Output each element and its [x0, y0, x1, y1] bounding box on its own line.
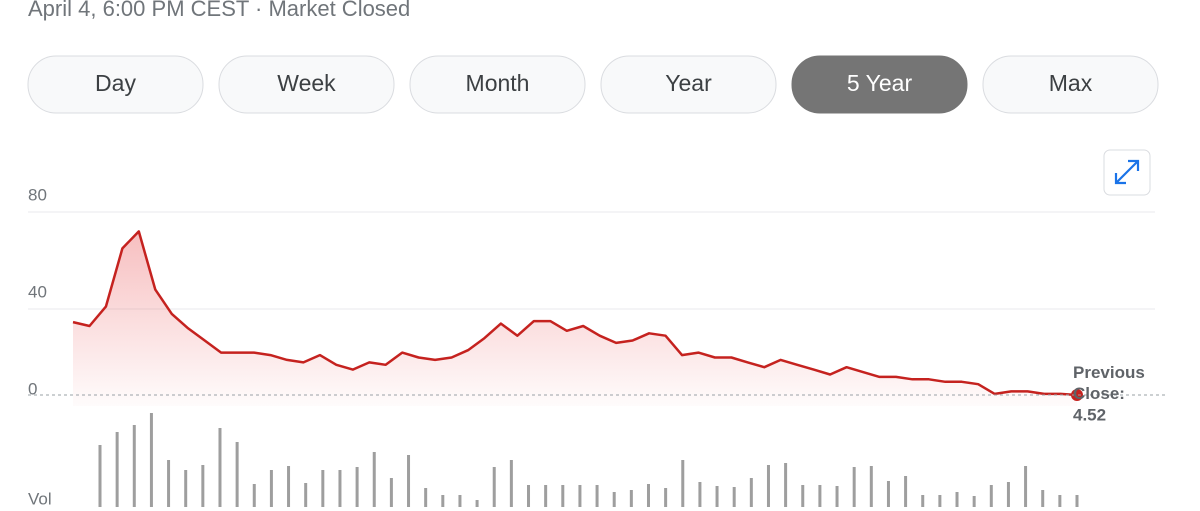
button-label: Day: [95, 70, 136, 96]
volume-bar: [389, 478, 393, 507]
volume-bar: [681, 460, 685, 507]
range-button[interactable]: Day: [27, 55, 204, 114]
volume-label: Vol: [28, 489, 52, 508]
volume-bar: [527, 485, 531, 507]
volume-bar: [132, 425, 136, 507]
volume-bar: [784, 463, 788, 507]
volume-bar: [458, 495, 462, 507]
volume-bar: [938, 495, 942, 507]
button-label: Month: [466, 70, 530, 96]
volume-bar: [921, 495, 925, 507]
volume-bar: [98, 445, 102, 507]
volume-bar: [218, 428, 222, 507]
volume-bar: [201, 465, 205, 507]
volume-bar: [544, 485, 548, 507]
volume-bar: [235, 442, 239, 507]
volume-bar: [561, 485, 565, 507]
y-tick-label: 40: [28, 282, 47, 301]
volume-bar: [955, 492, 959, 507]
volume-bar: [115, 432, 119, 507]
volume-bar: [509, 460, 513, 507]
volume-bar: [904, 476, 908, 507]
button-bg: [791, 55, 968, 114]
volume-bar: [1041, 490, 1045, 507]
volume-bar: [338, 470, 342, 507]
volume-bar: [886, 481, 890, 507]
volume-bar: [989, 485, 993, 507]
volume-bar: [321, 470, 325, 507]
previous-close-value: 4.52: [1073, 405, 1106, 424]
range-button[interactable]: Week: [218, 55, 395, 114]
range-button[interactable]: Max: [982, 55, 1159, 114]
expand-button[interactable]: [1103, 149, 1151, 196]
volume-bar: [818, 485, 822, 507]
volume-bar: [407, 455, 411, 507]
volume-bar: [972, 496, 976, 507]
volume-bar: [304, 483, 308, 507]
button-label: Max: [1049, 70, 1093, 96]
volume-bar: [1006, 482, 1010, 507]
volume-bar: [698, 482, 702, 507]
button-label: Year: [665, 70, 712, 96]
volume-bar: [749, 478, 753, 507]
volume-bar: [1058, 495, 1062, 507]
volume-bar: [184, 470, 188, 507]
previous-close-label: Previous Close:: [1073, 363, 1145, 403]
volume-bar: [852, 467, 856, 507]
y-tick-label: 80: [28, 185, 47, 204]
volume-bar: [475, 500, 479, 507]
volume-bar: [664, 488, 668, 507]
button-bg: [218, 55, 395, 114]
range-button[interactable]: Year: [600, 55, 777, 114]
volume-bar: [801, 485, 805, 507]
volume-bar: [424, 488, 428, 507]
button-label: 5 Year: [847, 70, 913, 96]
volume-bar: [869, 466, 873, 507]
volume-bar: [1024, 466, 1028, 507]
range-button[interactable]: Month: [409, 55, 586, 114]
button-bg: [409, 55, 586, 114]
volume-bar: [595, 485, 599, 507]
volume-bar: [766, 465, 770, 507]
last-point: [1071, 389, 1083, 402]
range-button[interactable]: 5 Year: [791, 55, 968, 114]
button-bg: [982, 55, 1159, 114]
button-bg: [600, 55, 777, 114]
volume-bar: [1075, 495, 1079, 507]
volume-bar: [612, 492, 616, 507]
button-label: Week: [277, 70, 336, 96]
volume-bar: [578, 485, 582, 507]
price-line: [72, 230, 1078, 397]
volume-bar: [732, 487, 736, 507]
volume-bar: [646, 484, 650, 507]
volume-bar: [372, 452, 376, 507]
y-tick-label: 0: [28, 379, 37, 398]
volume-bar: [287, 466, 291, 507]
volume-bar: [149, 413, 153, 507]
market-status: April 4, 6:00 PM CEST · Market Closed: [28, 0, 410, 21]
volume-bar: [715, 486, 719, 507]
area: [73, 231, 1077, 406]
volume-bar: [355, 467, 359, 507]
volume-bar: [252, 484, 256, 507]
volume-bar: [441, 495, 445, 507]
volume-bar: [835, 486, 839, 507]
volume-bar: [167, 460, 171, 507]
volume-bar: [269, 470, 273, 507]
button-bg: [27, 55, 204, 114]
volume-bar: [629, 490, 633, 507]
volume-bar: [492, 467, 496, 507]
